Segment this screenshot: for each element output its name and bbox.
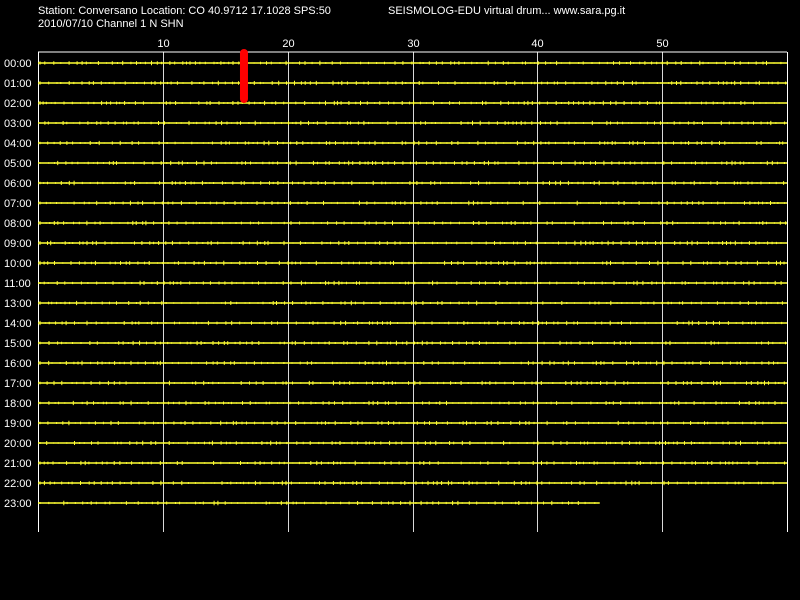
trace-noise	[39, 260, 785, 266]
row-time-label: 20:00	[4, 438, 32, 450]
trace-noise	[39, 480, 781, 486]
trace-noise	[39, 420, 787, 426]
row-time-label: 22:00	[4, 478, 32, 490]
row-time-label: 18:00	[4, 398, 32, 410]
row-time-label: 13:00	[4, 298, 32, 310]
trace-noise	[39, 160, 785, 166]
trace-noise	[39, 460, 786, 466]
row-time-label: 03:00	[4, 118, 32, 130]
row-time-label: 01:00	[4, 78, 32, 90]
row-time-label: 23:00	[4, 498, 32, 510]
row-time-label: 15:00	[4, 338, 32, 350]
trace-noise	[39, 60, 782, 66]
row-time-label: 05:00	[4, 158, 32, 170]
row-time-label: 19:00	[4, 418, 32, 430]
x-tick-label: 50	[656, 38, 668, 50]
row-time-label: 10:00	[4, 258, 32, 270]
row-time-label: 16:00	[4, 358, 32, 370]
trace-noise	[39, 360, 786, 366]
grid	[38, 51, 788, 532]
trace-noise	[39, 380, 785, 386]
row-time-label: 06:00	[4, 178, 32, 190]
trace-noise	[39, 140, 784, 146]
trace-noise	[39, 80, 787, 86]
trace-noise	[39, 220, 787, 226]
trace-noise	[39, 200, 785, 206]
row-time-label: 00:00	[4, 58, 32, 70]
trace-noise	[39, 340, 786, 346]
trace-noise	[39, 400, 783, 406]
row-time-label: 11:00	[4, 278, 31, 290]
date-channel-info: 2010/07/10 Channel 1 N SHN	[38, 18, 184, 30]
row-time-label: 08:00	[4, 218, 32, 230]
x-tick-label: 20	[282, 38, 294, 50]
row-time-label: 14:00	[4, 318, 32, 330]
trace-noise	[39, 440, 781, 446]
row-time-label: 09:00	[4, 238, 32, 250]
row-time-label: 02:00	[4, 98, 32, 110]
row-time-label: 07:00	[4, 198, 32, 210]
trace-noise	[39, 240, 782, 246]
row-labels: 00:00 01:00 02:00 03:00 04:00 05:00 06:00 07:00…	[4, 58, 32, 510]
trace-noise	[39, 180, 785, 186]
row-time-label: 21:00	[4, 458, 32, 470]
trace-noise	[39, 320, 783, 326]
trace-noise	[39, 300, 783, 306]
row-time-label: 04:00	[4, 138, 32, 150]
x-axis-ticks: 10 20 30 40 50	[157, 38, 668, 50]
trace-noise	[39, 120, 786, 126]
trace-noise	[39, 100, 780, 106]
app-title: SEISMOLOG-EDU virtual drum... www.sara.p…	[388, 5, 626, 17]
x-tick-label: 30	[407, 38, 419, 50]
traces	[38, 60, 787, 506]
row-time-label: 17:00	[4, 378, 32, 390]
trace-noise	[39, 500, 596, 506]
x-tick-label: 10	[157, 38, 169, 50]
station-info: Station: Conversano Location: CO 40.9712…	[38, 5, 331, 17]
x-tick-label: 40	[531, 38, 543, 50]
trace-noise	[39, 280, 782, 286]
